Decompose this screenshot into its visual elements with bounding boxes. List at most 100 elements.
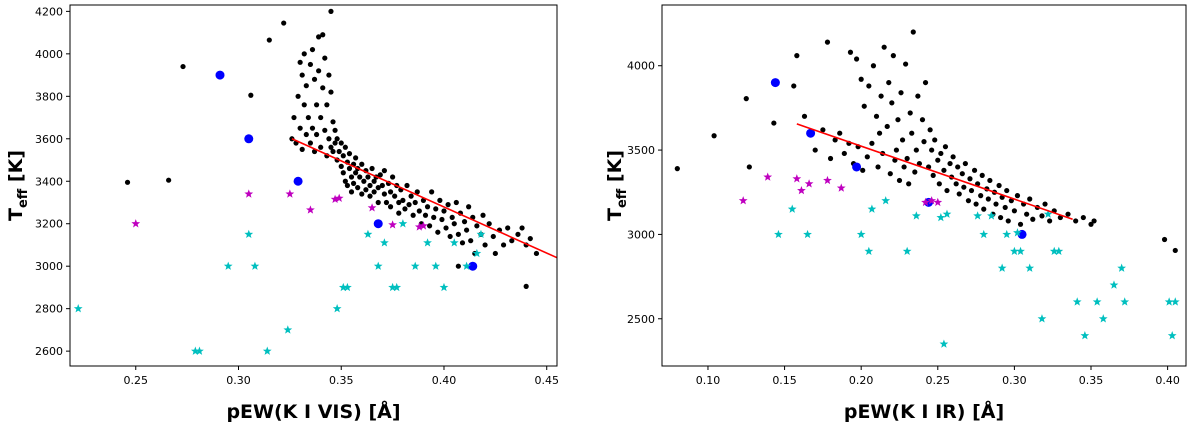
cyan-star <box>1010 246 1019 256</box>
sample-point <box>412 199 418 206</box>
cyan-star <box>1098 314 1108 323</box>
magenta-star <box>419 221 428 230</box>
magenta-star <box>823 175 832 185</box>
sample-point <box>297 125 303 131</box>
sample-point <box>463 227 470 233</box>
sample-point <box>455 231 461 237</box>
sample-point <box>996 182 1002 189</box>
sample-point <box>961 184 967 190</box>
cyan-star <box>332 304 342 313</box>
sample-point <box>387 204 394 210</box>
sample-point <box>305 114 311 121</box>
y-tick-label: 3500 <box>627 144 655 157</box>
cyan-star <box>343 282 352 292</box>
sample-point <box>359 191 365 197</box>
sample-point <box>1030 216 1036 222</box>
sample-point <box>870 63 877 69</box>
cyan-star <box>388 282 397 292</box>
sample-point <box>353 155 359 161</box>
y-axis-label: Teff [K] <box>604 150 630 221</box>
sample-point <box>492 250 498 257</box>
cyan-star <box>472 248 482 258</box>
sample-point <box>381 168 387 174</box>
sample-point <box>248 92 254 98</box>
sample-point <box>363 187 369 193</box>
cyan-star <box>250 261 260 270</box>
y-tick-label: 3400 <box>35 175 63 188</box>
plot-area <box>73 8 557 355</box>
sample-point <box>884 123 890 130</box>
cyan-star <box>190 346 200 355</box>
cyan-star <box>423 238 432 247</box>
cyan-star <box>803 229 812 239</box>
sample-point <box>381 191 387 197</box>
sample-point-series <box>124 8 540 289</box>
sample-point <box>515 231 521 237</box>
sample-point <box>486 221 492 227</box>
sample-point <box>330 119 336 125</box>
cyan-star <box>1013 228 1022 237</box>
cyan-star <box>1167 331 1177 340</box>
sample-point <box>336 148 342 155</box>
sample-point <box>311 76 318 82</box>
sample-point <box>827 155 834 162</box>
sample-point <box>361 178 367 184</box>
sample-point <box>324 102 330 108</box>
sample-point <box>424 204 431 210</box>
cyan-star <box>997 263 1007 272</box>
sample-point <box>915 93 921 99</box>
sample-point <box>921 139 927 145</box>
sample-point <box>993 201 999 207</box>
sample-point <box>342 178 348 184</box>
cyan-star <box>1016 246 1025 256</box>
sample-point <box>429 189 435 195</box>
cyan-star <box>1025 263 1035 272</box>
sample-point <box>824 39 831 45</box>
sample-point <box>1042 201 1048 207</box>
sample-point <box>922 79 929 86</box>
x-tick-label: 0.30 <box>226 374 251 387</box>
sample-point <box>433 206 439 212</box>
sample-point <box>392 193 398 199</box>
sample-point <box>968 187 975 194</box>
sample-point <box>864 154 870 160</box>
y-axis-label: Teff [K] <box>5 150 31 221</box>
sample-point <box>979 172 985 178</box>
sample-point <box>322 55 328 61</box>
sample-point <box>913 147 919 153</box>
magenta-star <box>306 205 315 214</box>
sample-point <box>348 189 355 195</box>
sample-point <box>445 202 451 208</box>
magenta-star <box>244 189 254 198</box>
sample-point <box>338 140 344 146</box>
magenta-star-series <box>131 189 428 231</box>
sample-point <box>291 114 297 121</box>
sample-point <box>930 172 936 178</box>
sample-point <box>301 51 307 57</box>
sample-point <box>791 83 797 89</box>
cyan-star <box>244 229 254 239</box>
cyan-star <box>1054 246 1064 256</box>
sample-point <box>938 150 944 157</box>
sample-point <box>1024 211 1030 217</box>
sample-point <box>367 193 373 199</box>
magenta-star <box>836 183 846 192</box>
sample-point <box>480 212 486 218</box>
sample-point <box>340 170 346 176</box>
sample-point <box>369 165 375 172</box>
cyan-star <box>1109 280 1119 289</box>
sample-point <box>932 137 938 143</box>
sample-point <box>936 181 942 187</box>
sample-point-series <box>674 29 1178 254</box>
sample-point <box>322 127 328 133</box>
sample-point <box>466 204 472 210</box>
sample-point <box>387 189 394 195</box>
magenta-star <box>792 174 802 183</box>
fit-line <box>291 138 557 259</box>
sample-point <box>266 37 272 43</box>
sample-point <box>332 127 338 133</box>
magenta-star <box>763 172 773 181</box>
sample-point <box>876 130 883 136</box>
sample-point <box>124 179 131 185</box>
sample-point <box>941 167 947 173</box>
